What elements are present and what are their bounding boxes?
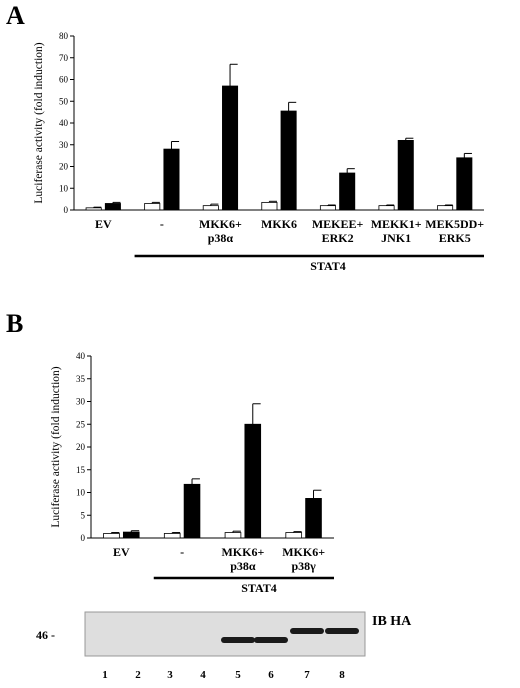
panel-b-stat4-label: STAT4 xyxy=(241,581,277,595)
chart-a-bar xyxy=(104,203,121,211)
chart-a-y-tick-label: 60 xyxy=(59,75,69,85)
blot-marker-46: 46 - xyxy=(36,628,55,642)
blot-band xyxy=(221,637,255,643)
chart-a-bar xyxy=(456,157,473,211)
chart-a-y-tick-label: 50 xyxy=(59,96,69,106)
chart-b-y-tick-label: 0 xyxy=(81,533,86,543)
chart-a-bar xyxy=(339,172,356,211)
chart-a-y-tick-label: 40 xyxy=(59,118,69,128)
chart-a-bar xyxy=(144,203,161,211)
blot-band xyxy=(254,637,288,643)
panel-a-letter: A xyxy=(6,1,25,30)
chart-a-bar xyxy=(202,205,219,211)
chart-b-bar xyxy=(122,531,140,539)
chart-b-y-tick-label: 10 xyxy=(76,488,86,498)
chart-b-y-tick-label: 40 xyxy=(76,351,86,361)
blot-lane-label: 6 xyxy=(268,669,274,681)
chart-a-bar xyxy=(280,110,297,211)
chart-a-bar xyxy=(378,205,395,211)
chart-b-bar xyxy=(163,533,181,539)
chart-b-bar xyxy=(305,498,322,539)
chart-a-category-label: MEK5DD+ xyxy=(425,217,484,231)
chart-b-category-label: p38α xyxy=(230,559,256,573)
chart-a-bar xyxy=(319,205,336,211)
chart-b-y-tick-label: 25 xyxy=(76,419,86,429)
blot-lane-label: 3 xyxy=(167,669,173,681)
blot-lane-label: 4 xyxy=(200,669,206,681)
western-blot: 46 - IB HA 1 2 3 4 5 6 7 8 xyxy=(36,611,412,681)
chart-b-bar xyxy=(183,483,201,539)
chart-b-bar xyxy=(244,423,262,539)
chart-a-category-label: p38α xyxy=(208,231,234,245)
chart-a-category-label: MEKK1+ xyxy=(371,217,422,231)
chart-a-category-label: JNK1 xyxy=(381,231,411,245)
panel-b-letter: B xyxy=(6,309,23,338)
blot-label-ib-ha: IB HA xyxy=(372,614,412,629)
chart-a-y-tick-label: 20 xyxy=(59,162,69,172)
chart-a-category-label: ERK5 xyxy=(439,231,471,245)
chart-a-category-label: MKK6+ xyxy=(199,217,242,231)
blot-lane-label: 5 xyxy=(235,669,241,681)
chart-a-y-axis-label: Luciferase activity (fold induction) xyxy=(33,42,45,203)
chart-a-y-tick-label: 30 xyxy=(59,140,69,150)
chart-a-category-label: MEKEE+ xyxy=(312,217,364,231)
blot-band xyxy=(290,628,324,634)
chart-b-category-label: EV xyxy=(113,545,130,559)
chart-a-category-label: EV xyxy=(95,217,112,231)
chart-b-y-tick-label: 15 xyxy=(76,465,86,475)
blot-lane-label: 8 xyxy=(339,669,345,681)
chart-a-y-tick-label: 70 xyxy=(59,53,69,63)
chart-b-category-label: MKK6+ xyxy=(221,545,264,559)
chart-a-category-label: - xyxy=(160,217,164,231)
blot-lane-label: 1 xyxy=(102,669,108,681)
chart-b-y-tick-label: 20 xyxy=(76,442,86,452)
chart-b-bar xyxy=(103,533,120,539)
chart-b-bar xyxy=(224,532,242,539)
blot-lane-label: 2 xyxy=(135,669,141,681)
chart-a-bar xyxy=(437,205,454,211)
chart-a-bar xyxy=(85,207,102,211)
chart-a-bar xyxy=(261,201,278,211)
chart-b-y-tick-label: 5 xyxy=(81,510,86,520)
chart-a-bar xyxy=(163,148,180,211)
chart-b-category-label: - xyxy=(180,545,184,559)
chart-b-category-label: MKK6+ xyxy=(282,545,325,559)
chart-b-y-axis-label: Luciferase activity (fold induction) xyxy=(50,366,62,527)
chart-b-y-tick-label: 35 xyxy=(76,374,86,384)
chart-a-category-label: MKK6 xyxy=(261,217,297,231)
blot-lane-label: 7 xyxy=(304,669,310,681)
chart-b-category-label: p38γ xyxy=(291,559,316,573)
chart-a-category-label: ERK2 xyxy=(322,231,354,245)
chart-b: 0 5 10 15 20 25 30 35 40 Luciferase activity (fol… xyxy=(50,351,334,580)
chart-a: 0 10 20 30 40 50 60 70 80 Luciferase activity (fo… xyxy=(33,31,484,258)
chart-a-bar xyxy=(222,85,239,211)
panel-a-stat4-label: STAT4 xyxy=(310,259,346,273)
chart-a-y-tick-label: 80 xyxy=(59,31,69,41)
chart-a-bar xyxy=(397,139,414,211)
blot-background xyxy=(86,613,364,655)
chart-a-y-tick-label: 0 xyxy=(64,205,69,215)
chart-b-bar xyxy=(285,532,303,539)
chart-a-y-tick-label: 10 xyxy=(59,183,69,193)
blot-band xyxy=(325,628,359,634)
chart-b-y-tick-label: 30 xyxy=(76,397,86,407)
